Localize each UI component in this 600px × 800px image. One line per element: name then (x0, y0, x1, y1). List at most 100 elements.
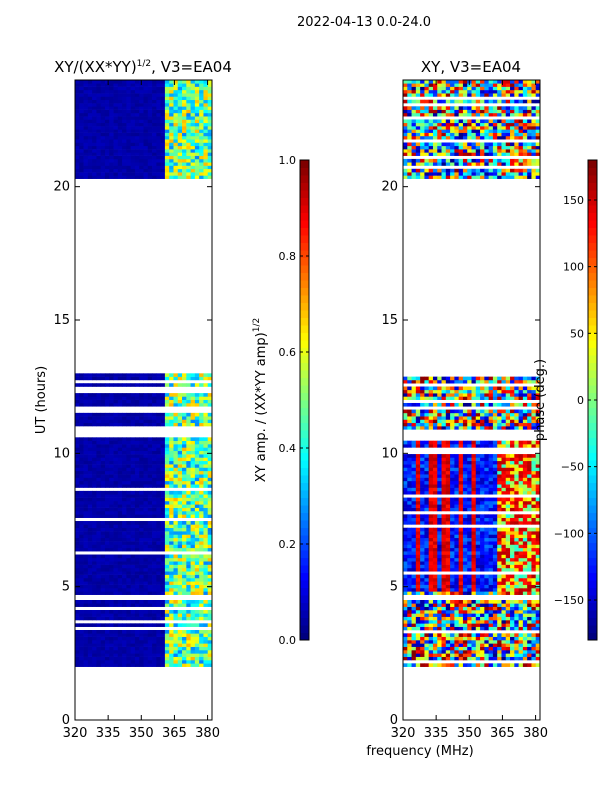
heatmap-cell (458, 653, 464, 657)
heatmap-cell (109, 474, 114, 478)
heatmap-cell (147, 600, 153, 604)
heatmap-cell (122, 454, 127, 458)
heatmap-cell (160, 653, 166, 657)
heatmap-cell (109, 139, 114, 143)
heatmap-cell (403, 521, 408, 525)
heatmap-cell (143, 544, 149, 549)
heatmap-cell (480, 544, 485, 549)
heatmap-cell (411, 534, 417, 539)
heatmap-cell (143, 534, 149, 539)
heatmap-cell (100, 510, 106, 515)
heatmap-cell (186, 650, 191, 654)
heatmap-cell (87, 470, 93, 475)
heatmap-cell (501, 564, 507, 569)
heatmap-cell (173, 376, 179, 381)
heatmap-cell (480, 504, 485, 508)
heatmap-cell (113, 510, 119, 515)
heatmap-cell (117, 470, 123, 475)
heatmap-cell (100, 152, 106, 156)
heatmap-cell (75, 541, 80, 545)
heatmap-cell (194, 613, 200, 617)
heatmap-cell (522, 544, 528, 549)
heatmap-cell (92, 116, 97, 120)
heatmap-cell (83, 510, 89, 515)
heatmap-cell (415, 581, 421, 585)
heatmap-cell (117, 142, 123, 147)
heatmap-cell (104, 541, 110, 545)
heatmap-cell (467, 663, 472, 667)
heatmap-cell (96, 477, 102, 482)
heatmap-cell (177, 510, 183, 515)
heatmap-cell (83, 567, 89, 572)
heatmap-cell (403, 574, 408, 579)
heatmap-cell (113, 126, 119, 130)
heatmap-cell (199, 653, 204, 657)
heatmap-cell (199, 514, 204, 518)
colorbar-segment (300, 235, 309, 243)
heatmap-cell (156, 603, 162, 607)
heatmap-cell (194, 527, 200, 532)
heatmap-cell (182, 521, 187, 525)
heatmap-cell (104, 534, 110, 539)
heatmap-cell (169, 419, 174, 424)
heatmap-cell (177, 630, 183, 634)
heatmap-cell (75, 457, 80, 462)
heatmap-cell (531, 554, 537, 559)
heatmap-cell (428, 487, 434, 492)
heatmap-cell (411, 484, 417, 488)
heatmap-cell (100, 497, 106, 502)
heatmap-cell (122, 126, 127, 130)
heatmap-cell (522, 557, 528, 562)
heatmap-cell (424, 500, 430, 505)
heatmap-cell (182, 165, 187, 170)
heatmap-cell (535, 507, 541, 512)
heatmap-cell (514, 490, 519, 495)
heatmap-cell (156, 650, 162, 654)
colorbar-segment (300, 190, 309, 198)
heatmap-cell (152, 139, 157, 143)
heatmap-cell (194, 630, 200, 634)
heatmap-cell (199, 480, 204, 485)
colorbar-segment (300, 242, 309, 251)
heatmap-cell (480, 497, 485, 502)
heatmap-cell (186, 591, 191, 595)
heatmap-cell (75, 454, 80, 458)
heatmap-cell (130, 139, 136, 143)
heatmap-cell (510, 600, 515, 604)
heatmap-cell (164, 636, 170, 641)
heatmap-cell (207, 172, 213, 176)
heatmap-cell (164, 557, 170, 562)
heatmap-cell (160, 500, 166, 505)
heatmap-cell (492, 527, 498, 532)
heatmap-cell (156, 419, 162, 424)
heatmap-cell (518, 484, 524, 488)
heatmap-cell (164, 640, 170, 644)
heatmap-cell (147, 89, 153, 94)
heatmap-cell (531, 500, 537, 505)
heatmap-cell (194, 544, 200, 549)
heatmap-cell (152, 547, 157, 552)
heatmap-cell (522, 653, 528, 657)
heatmap-cell (139, 175, 144, 179)
heatmap-cell (117, 544, 123, 549)
heatmap-cell (100, 557, 106, 562)
colorbar-segment (300, 475, 309, 483)
heatmap-cell (156, 109, 162, 114)
heatmap-cell (505, 474, 511, 478)
heatmap-cell (169, 474, 174, 478)
heatmap-cell (92, 467, 97, 472)
heatmap-cell (199, 162, 204, 166)
heatmap-cell (190, 132, 196, 137)
heatmap-cell (505, 487, 511, 492)
heatmap-cell (134, 165, 140, 170)
heatmap-cell (424, 650, 430, 654)
heatmap-cell (182, 484, 187, 488)
heatmap-cell (164, 521, 170, 525)
heatmap-cell (437, 633, 442, 637)
heatmap-cell (480, 487, 485, 492)
heatmap-cell (445, 527, 451, 532)
heatmap-cell (467, 480, 472, 485)
heatmap-cell (113, 567, 119, 572)
heatmap-cell (441, 547, 447, 552)
heatmap-cell (190, 643, 196, 647)
